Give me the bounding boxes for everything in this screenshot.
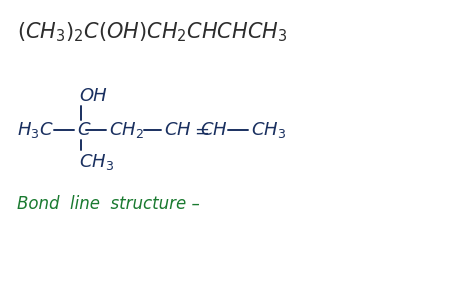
Text: $H_3C$: $H_3C$	[17, 120, 53, 140]
Text: $CH$: $CH$	[201, 121, 228, 139]
Text: $(CH_3)_2C(OH)CH_2CHCHCH_3$: $(CH_3)_2C(OH)CH_2CHCHCH_3$	[17, 20, 287, 44]
Text: $=$: $=$	[191, 121, 209, 139]
Text: $CH_2$: $CH_2$	[109, 120, 143, 140]
Text: $CH$: $CH$	[164, 121, 191, 139]
Text: $CH_3$: $CH_3$	[79, 152, 114, 172]
Text: Bond  line  structure –: Bond line structure –	[17, 195, 200, 213]
Text: OH: OH	[79, 87, 107, 105]
Text: $CH_3$: $CH_3$	[251, 120, 286, 140]
Text: C: C	[77, 121, 90, 139]
